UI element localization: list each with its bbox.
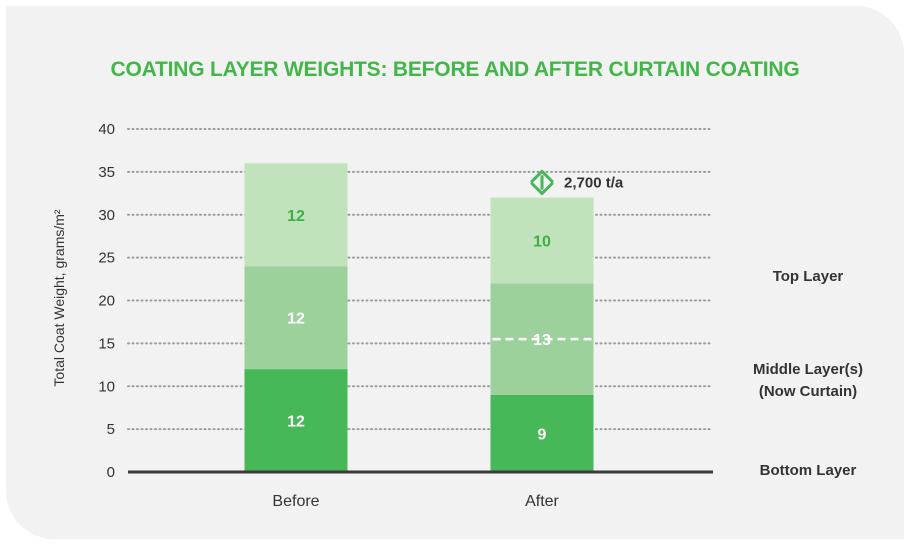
y-tick-label: 10 (98, 378, 115, 395)
y-tick-labels: 0 5 10 15 20 25 30 35 40 (98, 121, 115, 481)
data-label: 9 (538, 426, 547, 443)
data-label: 10 (533, 233, 551, 250)
bar-segment-3 (490, 197, 594, 284)
y-tick-label: 30 (98, 207, 115, 224)
chart-title: COATING LAYER WEIGHTS: BEFORE AND AFTER … (110, 58, 800, 81)
double-arrow-icon (530, 169, 554, 196)
y-tick-label: 15 (98, 335, 115, 352)
legend-label: Top Layer (773, 268, 844, 285)
legend-label: Middle Layer(s) (753, 361, 863, 378)
category-label: Before (272, 493, 319, 510)
category-label: After (525, 493, 559, 510)
legend-label: Bottom Layer (760, 462, 857, 479)
data-label: 12 (287, 208, 305, 225)
y-tick-label: 0 (107, 464, 115, 481)
bar-segment-1 (244, 369, 348, 472)
y-axis-label: Total Coat Weight, grams/m² (51, 209, 67, 386)
data-label: 12 (287, 414, 305, 431)
legend-label: (Now Curtain) (759, 383, 857, 400)
bar-segment-1 (490, 394, 594, 472)
bar-segment-2 (244, 266, 348, 370)
bars: 12 12 12 9 13 10 (244, 163, 594, 472)
y-tick-label: 20 (98, 293, 115, 310)
data-label: 13 (533, 332, 551, 349)
bar-stack-after: 9 13 10 (490, 197, 594, 472)
y-tick-label: 40 (98, 121, 115, 138)
bar-segment-3 (244, 163, 348, 267)
annotation-label: 2,700 t/a (564, 174, 624, 191)
data-label: 12 (287, 311, 305, 328)
grid-lines (127, 128, 714, 431)
chart-card (6, 6, 904, 539)
category-labels: Before After (272, 493, 559, 510)
annotation: 2,700 t/a (530, 169, 624, 196)
y-tick-label: 5 (107, 421, 115, 438)
y-tick-label: 35 (98, 164, 115, 181)
legend: Top Layer Middle Layer(s) (Now Curtain) Bot… (753, 268, 863, 479)
y-tick-label: 25 (98, 250, 115, 267)
bar-stack-before: 12 12 12 (244, 163, 348, 472)
